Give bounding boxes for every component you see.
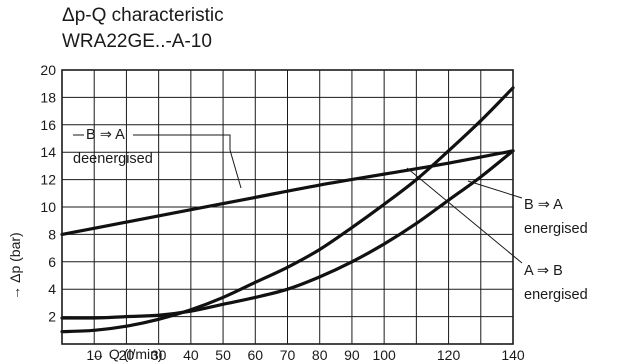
x-tick-label: 70 [280,347,296,363]
y-tick-label: 16 [40,117,56,133]
b-to-a-energised-label-line1: B ⇒ A [524,197,563,213]
b-to-a-energised-leader [467,180,523,199]
x-tick-label: 40 [183,347,199,363]
y-tick-labels: 2 4 6 8 10 12 14 16 18 20 [40,62,56,325]
y-axis-label: → Δp (bar) [7,232,23,300]
b-to-a-deenergised-label-line1: B ⇒ A [86,127,125,143]
series-line-a-to-b-energised [60,86,515,334]
x-tick-labels: 10 20 30 40 50 60 70 80 90 100 120 140 [86,347,524,363]
y-tick-label: 10 [40,199,56,215]
x-tick-label: 100 [372,347,396,363]
a-to-b-energised-label-line2: energised [524,287,588,303]
x-tick-label: 140 [501,347,525,363]
x-tick-label: 20 [119,347,135,363]
b-to-a-deenergised-leader [73,134,242,189]
y-tick-label: 12 [40,172,56,188]
y-tick-label: 18 [40,89,56,105]
grid [62,70,513,344]
y-tick-label: 2 [48,309,56,325]
x-tick-label: 30 [151,347,167,363]
b-to-a-deenergised-label-line2: deenergised [73,151,153,167]
y-tick-label: 20 [40,62,56,78]
x-axis-label: → Q (l/min) [91,346,163,362]
curves [60,86,515,334]
x-tick-label: 90 [344,347,360,363]
y-tick-label: 14 [40,144,56,160]
x-tick-label: 120 [437,347,461,363]
chart-title-line1: Δp-Q characteristic [62,5,224,26]
chart-title-line2: WRA22GE..-A-10 [62,31,212,52]
a-to-b-energised-label-line1: A ⇒ B [524,263,563,279]
x-tick-label: 10 [86,347,102,363]
plot-frame [61,69,514,345]
y-tick-label: 8 [48,226,56,242]
y-tick-label: 4 [48,281,56,297]
series-line-b-to-a-energised [60,149,515,320]
x-tick-label: 80 [312,347,328,363]
y-tick-label: 6 [48,254,56,270]
b-to-a-energised-label-line2: energised [524,221,588,237]
x-tick-label: 60 [247,347,263,363]
x-tick-label: 50 [215,347,231,363]
a-to-b-energised-leader [406,167,523,264]
series-line-b-to-a-deenergised [60,149,515,236]
